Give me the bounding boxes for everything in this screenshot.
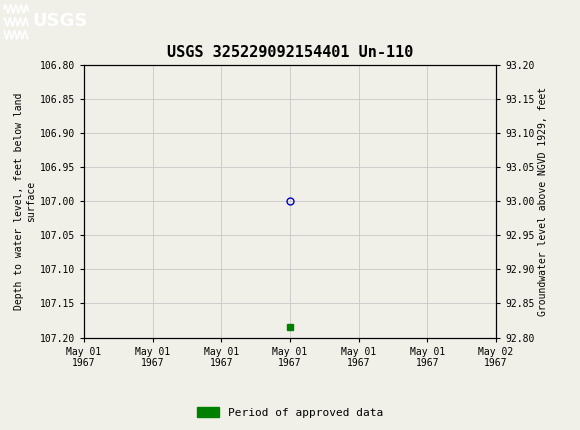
- Text: USGS: USGS: [32, 12, 88, 30]
- Legend: Period of approved data: Period of approved data: [193, 403, 387, 422]
- Y-axis label: Groundwater level above NGVD 1929, feet: Groundwater level above NGVD 1929, feet: [538, 86, 549, 316]
- Y-axis label: Depth to water level, feet below land
surface: Depth to water level, feet below land su…: [14, 92, 35, 310]
- Text: USGS 325229092154401 Un-110: USGS 325229092154401 Un-110: [167, 45, 413, 60]
